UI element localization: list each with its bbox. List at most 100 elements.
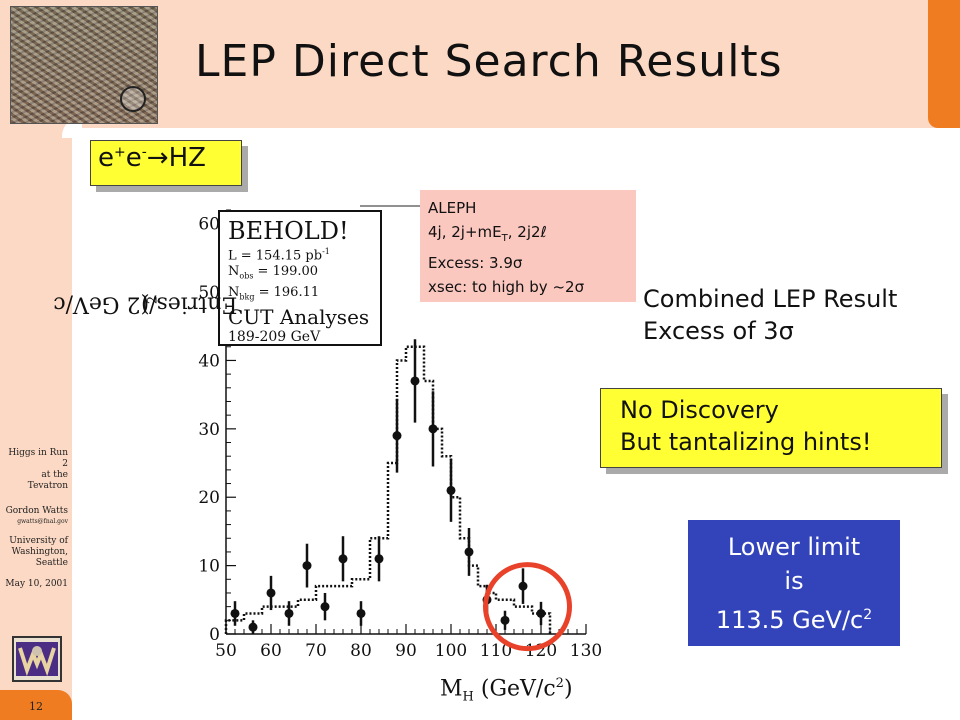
- limit-line2: is: [784, 567, 804, 595]
- affiliation-line3: Seattle: [35, 558, 68, 568]
- data-point: [500, 615, 510, 625]
- data-points: [230, 339, 546, 634]
- positron: e: [125, 143, 142, 173]
- talk-date: May 10, 2001: [5, 579, 68, 589]
- lumi-sup: -1: [322, 247, 330, 256]
- combined-line2: Excess of 3σ: [643, 317, 794, 345]
- data-point: [374, 554, 384, 564]
- x-axis-label: MH (GeV/c2): [440, 676, 573, 705]
- plot-box-cut: CUT Analyses: [228, 304, 370, 329]
- xlabel-end: ): [563, 676, 573, 702]
- data-point: [536, 608, 546, 618]
- limit-value: 113.5 GeV/c: [715, 606, 864, 634]
- affiliation-line1: University of: [9, 536, 68, 546]
- plot-box-nbkg: Nbkg = 196.11: [228, 285, 372, 306]
- nobs-sub: obs: [239, 271, 254, 281]
- xlabel-rest: (GeV/c: [473, 676, 556, 702]
- ylabel-end: ): [141, 291, 150, 317]
- talk-title-line2: at the Tevatron: [27, 470, 68, 491]
- y-tick-label: 50: [198, 283, 220, 303]
- limit-text: Lower limit is 113.5 GeV/c2: [688, 530, 900, 637]
- combined-line1: Combined LEP Result: [643, 285, 898, 313]
- aleph-channels-sub: T: [501, 233, 508, 244]
- xlabel-sub: H: [462, 689, 474, 705]
- discovery-box: [600, 388, 942, 468]
- process-label-box: [90, 140, 242, 186]
- discovery-line2: But tantalizing hints!: [620, 428, 872, 456]
- aleph-box: [420, 190, 636, 302]
- aleph-title: ALEPH: [428, 199, 477, 217]
- aleph-text: ALEPH 4j, 2j+mET, 2j2ℓ Excess: 3.9σ xsec…: [428, 196, 584, 299]
- xlabel-sup: 2: [555, 676, 564, 691]
- nbkg-value: = 196.11: [254, 284, 320, 300]
- data-point: [356, 608, 366, 618]
- page-title: LEP Direct Search Results: [195, 36, 783, 87]
- talk-title-line1: Higgs in Run 2: [8, 448, 68, 469]
- x-tick-label: 130: [570, 641, 602, 661]
- y-tick-label: 30: [198, 420, 220, 440]
- y-tick-label: 0: [209, 625, 220, 645]
- title-bar: [72, 0, 960, 128]
- data-point: [428, 424, 438, 434]
- x-tick-label: 90: [395, 641, 417, 661]
- y-axis-label-text: Entries/(2 GeV/c 2): [53, 292, 237, 317]
- excess-highlight-circle: [483, 562, 572, 652]
- data-point: [410, 376, 420, 386]
- lumi-text: L = 154.15 pb: [228, 248, 323, 264]
- data-point: [320, 602, 330, 612]
- limit-line3: 113.5 GeV/c2: [688, 598, 900, 637]
- x-tick-label: 110: [480, 641, 512, 661]
- process-label: e+e-→HZ: [98, 143, 206, 173]
- data-point: [446, 485, 456, 495]
- sidebar-credits: Higgs in Run 2 at the Tevatron Gordon Wa…: [0, 448, 68, 590]
- aleph-channels-a: 4j, 2j+mE: [428, 223, 502, 241]
- data-point: [248, 622, 258, 632]
- nobs-label: N: [228, 264, 240, 280]
- nbkg-label: N: [228, 284, 240, 300]
- nbkg-sub: bkg: [239, 292, 255, 302]
- affiliation-line2: Washington,: [11, 547, 68, 557]
- combined-result: Combined LEP Result Excess of 3σ: [643, 283, 897, 347]
- university-logo: [12, 636, 62, 682]
- x-tick-label: 70: [305, 641, 327, 661]
- plot-info-box: BEHOLD! L = 154.15 pb-1 Nobs = 199.00 Nb…: [218, 210, 382, 346]
- data-point: [230, 608, 240, 618]
- author-email: gwatts@fnal.gov: [17, 518, 68, 525]
- aleph-xsec: xsec: to high by ~2σ: [428, 278, 585, 296]
- aleph-channels: 4j, 2j+mET, 2j2ℓ: [428, 220, 584, 251]
- x-tick-label: 50: [215, 641, 237, 661]
- data-point: [338, 554, 348, 564]
- plus-sign: +: [114, 144, 126, 161]
- y-tick-label: 60: [198, 215, 220, 235]
- data-point: [392, 431, 402, 441]
- minus-sign: -: [141, 144, 147, 161]
- limit-line1: Lower limit: [727, 533, 861, 561]
- data-point: [266, 588, 276, 598]
- arrow-icon: →: [146, 143, 169, 173]
- discovery-line1: No Discovery: [620, 396, 779, 424]
- y-tick-label: 40: [198, 351, 220, 371]
- electron: e: [98, 143, 114, 173]
- limit-box: [688, 520, 900, 646]
- data-point: [464, 547, 474, 557]
- data-point: [518, 581, 528, 591]
- author-name: Gordon Watts: [5, 506, 68, 516]
- plot-box-lumi: L = 154.15 pb-1: [228, 244, 372, 264]
- x-tick-label: 60: [260, 641, 282, 661]
- data-point: [284, 608, 294, 618]
- xlabel-m: M: [440, 676, 463, 702]
- page-number: 12: [29, 700, 43, 713]
- plot-box-nobs: Nobs = 199.00: [228, 264, 372, 285]
- aleph-excess: Excess: 3.9σ: [428, 254, 523, 272]
- x-tick-label: 100: [435, 641, 467, 661]
- page-number-tab: [0, 690, 72, 720]
- plot-box-title: BEHOLD!: [228, 217, 349, 245]
- limit-sup: 2: [863, 607, 873, 623]
- y-tick-label: 20: [198, 488, 220, 508]
- discovery-text: No Discovery But tantalizing hints!: [620, 394, 871, 458]
- magnifier-icon: [120, 86, 146, 112]
- data-point: [302, 561, 312, 571]
- header-accent: [928, 0, 960, 128]
- aleph-channels-b: , 2j2ℓ: [507, 223, 547, 241]
